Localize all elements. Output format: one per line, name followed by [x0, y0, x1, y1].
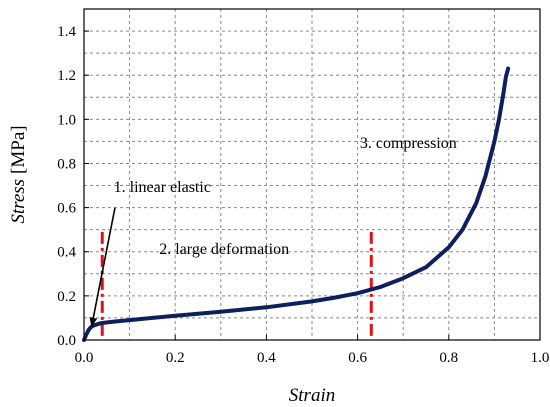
- x-tick-label: 1.0: [531, 350, 550, 366]
- y-tick-label: 1.4: [57, 24, 76, 40]
- phase-annotation: 1. linear elastic: [114, 179, 211, 196]
- y-tick-label: 1.2: [57, 68, 76, 84]
- grid: [84, 9, 540, 340]
- y-axis-label-text: Stress: [8, 179, 29, 224]
- y-tick-label: 0.8: [57, 156, 76, 172]
- x-tick-label: 0.0: [75, 350, 94, 366]
- phase-annotations: 1. linear elastic 2. large deformation 3. …: [114, 135, 457, 258]
- arrow-icon: [89, 207, 116, 327]
- axis-ticks: 0.0 0.2 0.4 0.6 0.8 1.0 0.0 0.2 0.4 0.6 0.8 1.0 1.2 1…: [57, 24, 549, 366]
- phase-dividers: [100, 231, 373, 340]
- x-tick-label: 0.6: [348, 350, 367, 366]
- y-axis-unit: [MPa]: [8, 125, 29, 174]
- x-axis-label: Strain: [289, 385, 335, 406]
- y-tick-label: 1.0: [57, 112, 76, 128]
- stress-strain-curve: [82, 66, 511, 342]
- phase-annotation: 3. compression: [360, 135, 457, 152]
- y-axis-label: Stress [MPa]: [8, 125, 29, 223]
- x-tick-label: 0.8: [439, 350, 458, 366]
- plot-frame: [83, 8, 541, 341]
- phase-annotation: 2. large deformation: [159, 241, 289, 258]
- x-tick-label: 0.2: [166, 350, 185, 366]
- y-tick-label: 0.6: [57, 201, 76, 217]
- x-tick-label: 0.4: [257, 350, 276, 366]
- y-tick-label: 0.0: [57, 333, 76, 349]
- y-tick-label: 0.2: [57, 289, 76, 305]
- y-tick-label: 0.4: [57, 245, 76, 261]
